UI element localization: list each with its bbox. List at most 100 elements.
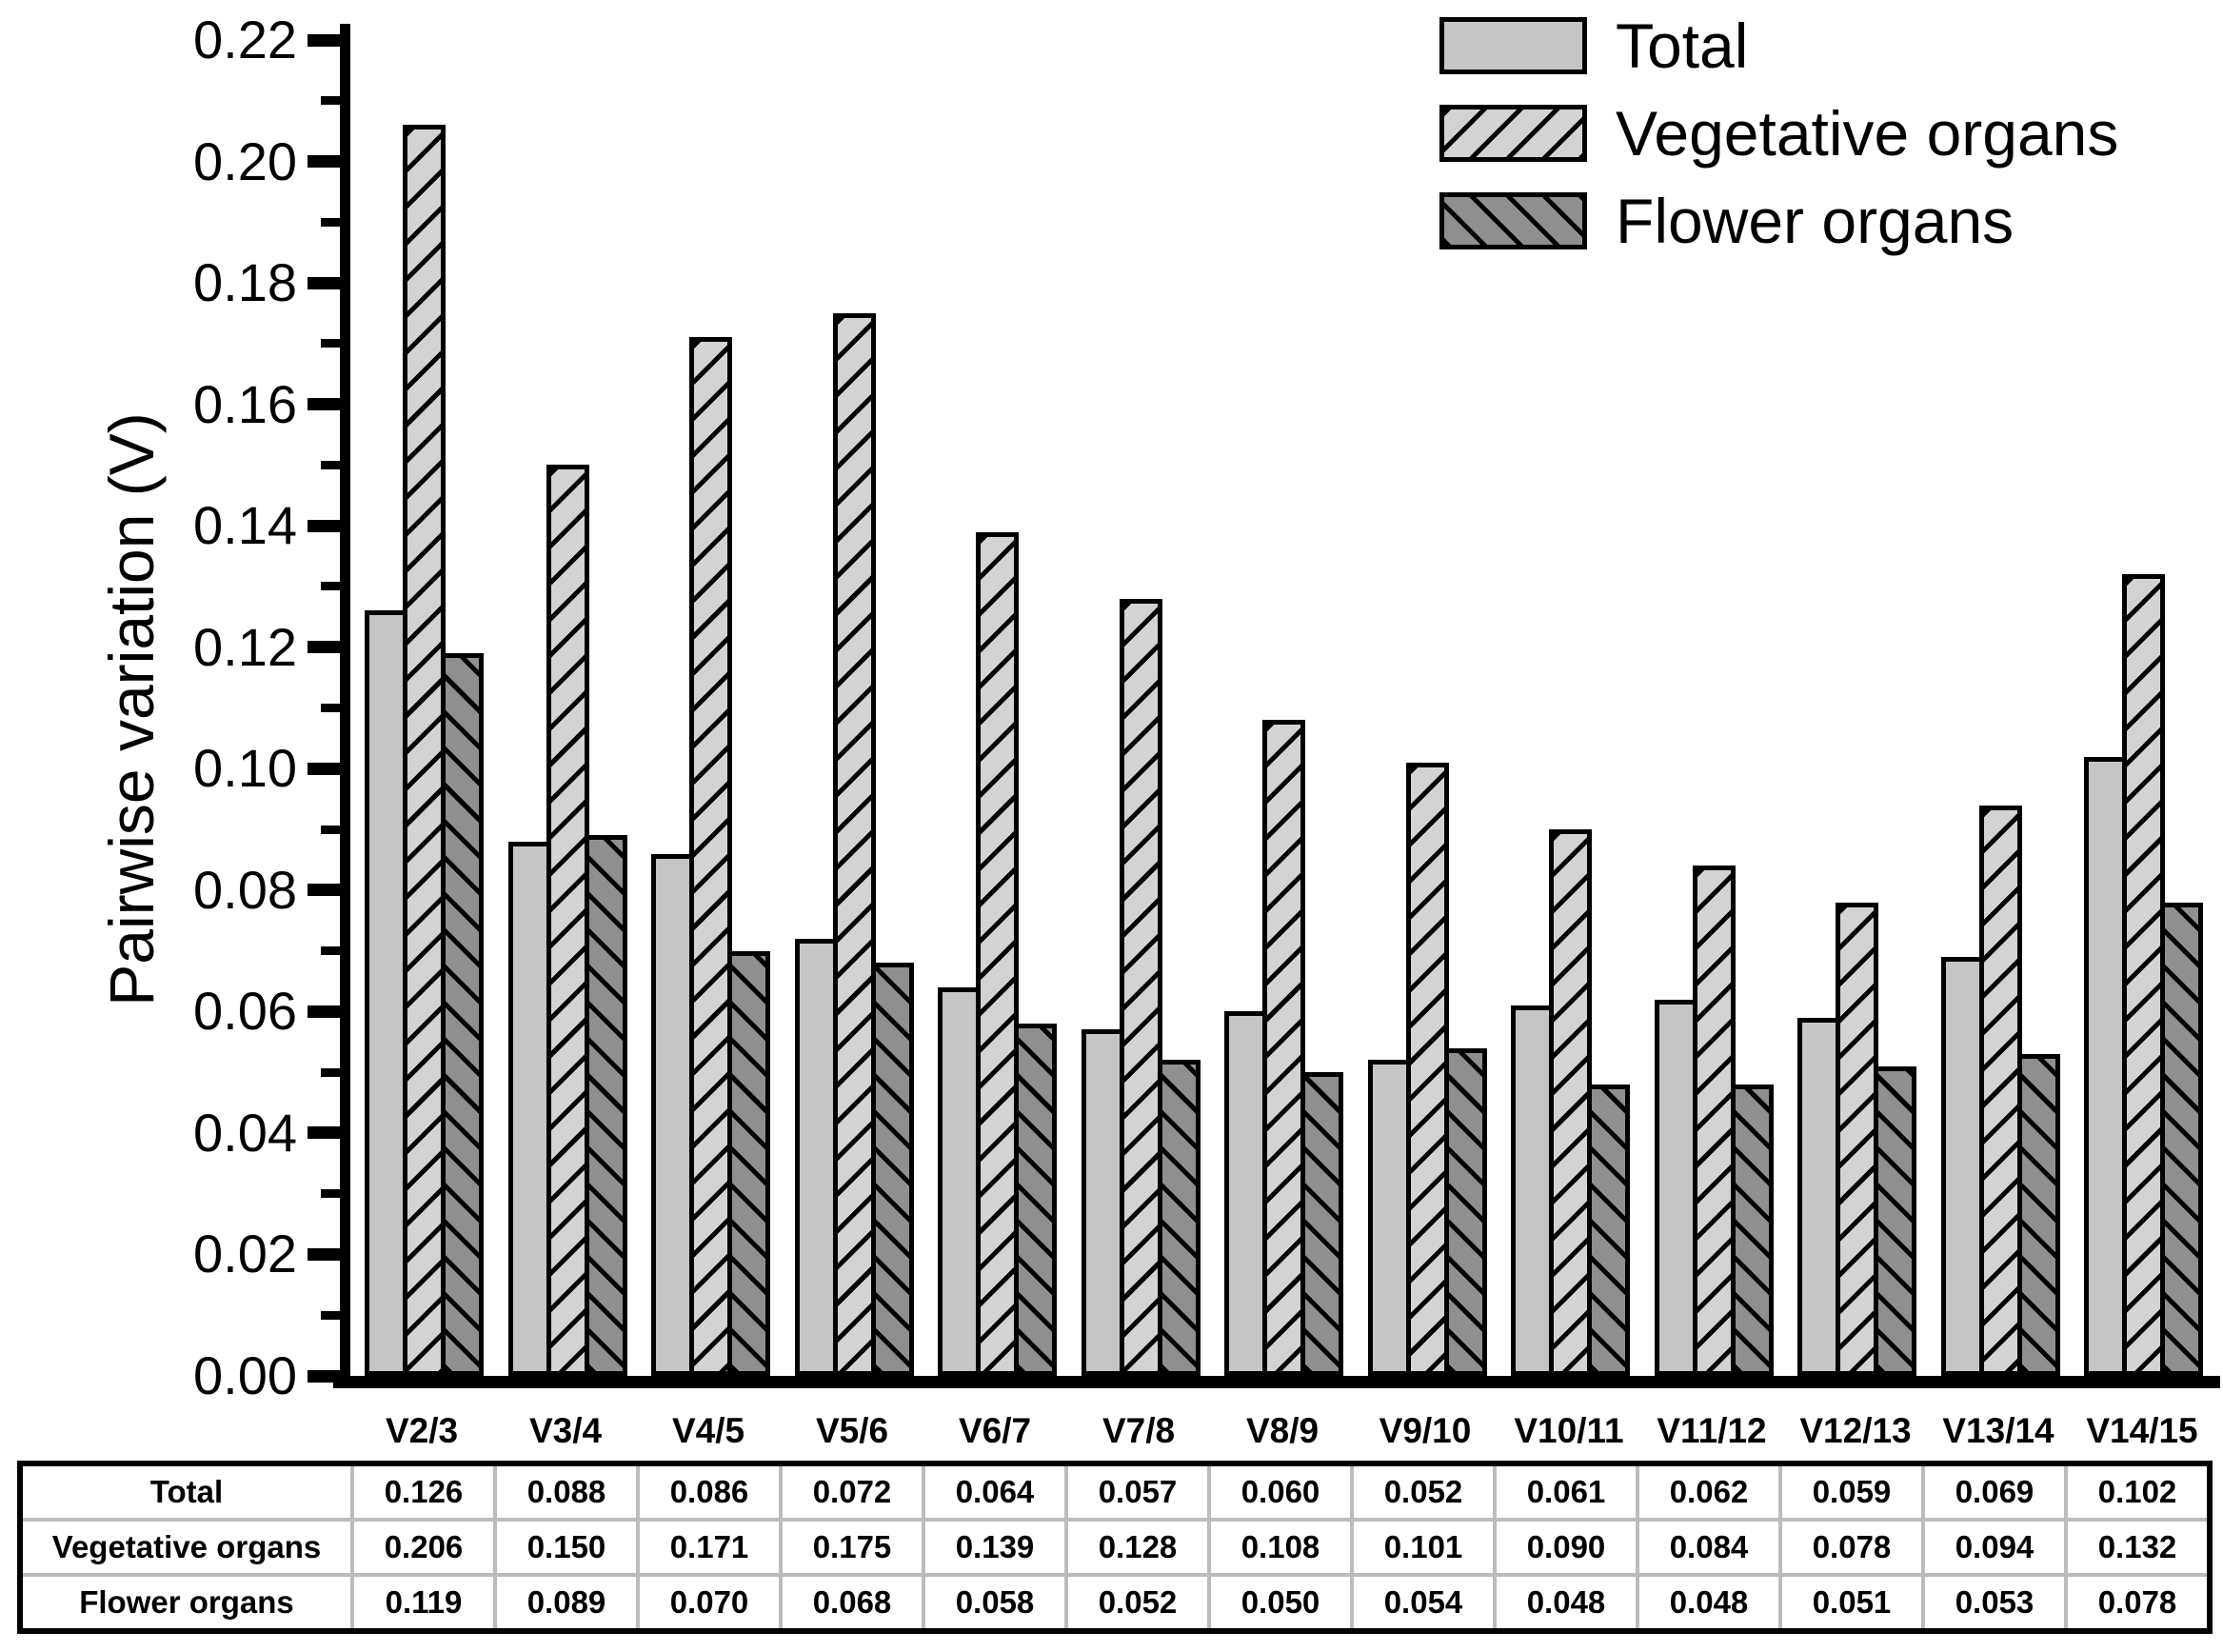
legend-item-vegetative-organs: Vegetative organs (1439, 102, 2118, 165)
bar-total-V10-11 (1511, 1005, 1554, 1376)
bar-flower-organs-V9-10 (1444, 1048, 1487, 1376)
y-tick-label: 0.20 (193, 131, 297, 191)
x-category-label: V14/15 (2086, 1411, 2198, 1450)
bar-flower-organs-V10-11 (1587, 1085, 1630, 1376)
x-category-label: V12/13 (1799, 1411, 1912, 1450)
bar-vegetative-organs-V12-13 (1836, 903, 1878, 1376)
y-major-tick (308, 1126, 340, 1139)
bar-vegetative-organs-V4-5 (689, 337, 732, 1376)
data-table: Total 0.126 0.088 0.086 0.072 0.064 0.057 0.060… (17, 1461, 2213, 1634)
table-cell-V9-10: 0.054 (1354, 1577, 1493, 1628)
y-tick-label: 0.02 (193, 1224, 297, 1284)
x-category-label: V11/12 (1657, 1411, 1767, 1450)
y-tick-label: 0.08 (193, 860, 297, 920)
table-cell-V2-3: 0.119 (354, 1577, 493, 1628)
bar-vegetative-organs-V10-11 (1549, 829, 1592, 1376)
y-tick-label: 0.18 (193, 252, 297, 312)
x-category-label: V8/9 (1245, 1411, 1320, 1450)
x-category-label: V7/8 (1102, 1411, 1176, 1450)
table-cell-V3-4: 0.150 (497, 1522, 636, 1573)
bar-total-V6-7 (938, 987, 981, 1376)
table-cell-V8-9: 0.050 (1211, 1577, 1350, 1628)
x-axis-line (333, 1376, 2220, 1388)
y-axis-spine (340, 24, 350, 1385)
bar-vegetative-organs-V3-4 (546, 465, 589, 1376)
x-category-label: V6/7 (958, 1411, 1032, 1450)
table-cell-V8-9: 0.108 (1211, 1522, 1350, 1573)
y-tick-label: 0.10 (193, 738, 297, 798)
y-minor-tick (321, 96, 340, 105)
bar-total-V11-12 (1655, 1000, 1697, 1376)
x-category-label: V5/6 (815, 1411, 889, 1450)
legend: Total Vegetative organs Flower organs (1439, 14, 2118, 252)
table-row-label: Total (23, 1466, 350, 1518)
legend-swatch-vegetative-organs (1439, 105, 1587, 162)
bar-total-V13-14 (1941, 957, 1984, 1376)
table-cell-V11-12: 0.062 (1639, 1466, 1778, 1518)
table-cell-V7-8: 0.128 (1068, 1522, 1207, 1573)
table-row-label: Vegetative organs (23, 1522, 350, 1573)
bar-flower-organs-V6-7 (1014, 1024, 1057, 1376)
legend-swatch-flower-organs (1439, 192, 1587, 249)
table-cell-V12-13: 0.051 (1782, 1577, 1921, 1628)
y-minor-tick (321, 461, 340, 469)
y-tick-label: 0.12 (193, 617, 297, 677)
y-major-tick (308, 1005, 340, 1018)
table-cell-V7-8: 0.057 (1068, 1466, 1207, 1518)
bar-total-V8-9 (1224, 1011, 1267, 1376)
legend-swatch-total (1439, 17, 1587, 74)
table-cell-V10-11: 0.090 (1497, 1522, 1636, 1573)
table-cell-V4-5: 0.070 (640, 1577, 779, 1628)
bar-total-V3-4 (508, 842, 551, 1376)
table-cell-V10-11: 0.061 (1497, 1466, 1636, 1518)
y-major-tick (308, 520, 340, 532)
y-tick-label: 0.04 (193, 1103, 297, 1163)
x-category-label: V9/10 (1379, 1411, 1472, 1450)
y-minor-tick (321, 1311, 340, 1320)
y-minor-tick (321, 1189, 340, 1198)
table-row-label: Flower organs (23, 1577, 350, 1628)
legend-item-flower-organs: Flower organs (1439, 189, 2118, 252)
y-major-tick (308, 641, 340, 653)
legend-label-total: Total (1616, 10, 1749, 81)
table-cell-V6-7: 0.139 (925, 1522, 1064, 1573)
table-cell-V13-14: 0.069 (1925, 1466, 2064, 1518)
y-tick-label: 0.06 (193, 981, 297, 1041)
y-minor-tick (321, 339, 340, 348)
bar-vegetative-organs-V14-15 (2122, 574, 2165, 1376)
bar-total-V9-10 (1368, 1060, 1411, 1376)
table-cell-V5-6: 0.068 (783, 1577, 922, 1628)
bar-flower-organs-V5-6 (871, 963, 914, 1376)
table-cell-V7-8: 0.052 (1068, 1577, 1207, 1628)
table-cell-V14-15: 0.132 (2068, 1522, 2207, 1573)
table-cell-V12-13: 0.059 (1782, 1466, 1921, 1518)
table-cell-V14-15: 0.078 (2068, 1577, 2207, 1628)
x-category-label: V13/14 (1942, 1411, 2054, 1450)
bar-vegetative-organs-V8-9 (1262, 720, 1305, 1376)
y-major-tick (308, 884, 340, 896)
y-minor-tick (321, 826, 340, 834)
x-category-label: V2/3 (385, 1411, 459, 1450)
y-major-tick (308, 34, 340, 47)
bar-total-V4-5 (651, 854, 694, 1376)
bar-vegetative-organs-V6-7 (976, 532, 1019, 1376)
y-major-tick (308, 1248, 340, 1261)
y-minor-tick (321, 582, 340, 590)
bar-flower-organs-V2-3 (441, 653, 484, 1376)
bar-vegetative-organs-V7-8 (1120, 599, 1162, 1376)
y-minor-tick (321, 218, 340, 227)
y-tick-label: 0.22 (193, 10, 297, 70)
table-cell-V11-12: 0.048 (1639, 1577, 1778, 1628)
bar-flower-organs-V11-12 (1731, 1085, 1774, 1376)
bar-flower-organs-V12-13 (1874, 1066, 1916, 1376)
table-cell-V2-3: 0.206 (354, 1522, 493, 1573)
table-cell-V9-10: 0.101 (1354, 1522, 1493, 1573)
bar-total-V2-3 (365, 610, 407, 1376)
bar-flower-organs-V3-4 (585, 835, 627, 1376)
bar-flower-organs-V8-9 (1300, 1072, 1343, 1376)
y-tick-label: 0.14 (193, 495, 297, 555)
table-cell-V2-3: 0.126 (354, 1466, 493, 1518)
bar-total-V14-15 (2084, 757, 2127, 1376)
legend-item-total: Total (1439, 14, 2118, 77)
table-cell-V13-14: 0.053 (1925, 1577, 2064, 1628)
